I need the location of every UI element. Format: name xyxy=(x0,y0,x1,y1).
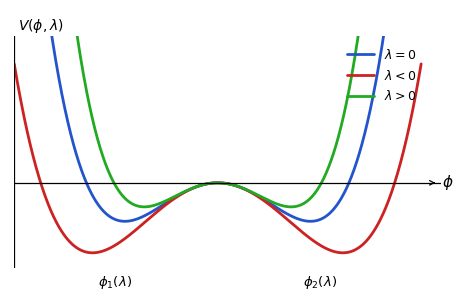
$\lambda > 0$ xyxy=(210,181,215,185)
$\lambda < 0$ xyxy=(418,62,424,66)
Text: $\phi_1(\lambda)$: $\phi_1(\lambda)$ xyxy=(98,274,132,291)
$\lambda = 0$ xyxy=(199,183,204,187)
$\lambda < 0$ xyxy=(199,183,204,187)
$\lambda > 0$ xyxy=(332,147,337,151)
Legend: $\lambda = 0$, $\lambda < 0$, $\lambda > 0$: $\lambda = 0$, $\lambda < 0$, $\lambda >… xyxy=(342,43,422,109)
$\lambda < 0$ xyxy=(407,123,412,127)
$\lambda < 0$ xyxy=(11,62,17,66)
$\lambda < 0$ xyxy=(32,161,38,165)
$\lambda = 0$ xyxy=(122,219,128,223)
Line: $\lambda > 0$: $\lambda > 0$ xyxy=(14,0,421,207)
$\lambda < 0$ xyxy=(407,124,412,128)
$\lambda > 0$ xyxy=(199,183,204,187)
$\lambda > 0$ xyxy=(141,205,147,209)
$\lambda < 0$ xyxy=(210,181,215,185)
$\lambda = 0$ xyxy=(210,181,215,185)
Text: $V(\phi, \lambda)$: $V(\phi, \lambda)$ xyxy=(18,17,64,35)
Line: $\lambda = 0$: $\lambda = 0$ xyxy=(14,0,421,221)
Line: $\lambda < 0$: $\lambda < 0$ xyxy=(14,64,421,253)
$\lambda = 0$ xyxy=(332,206,337,209)
$\lambda < 0$ xyxy=(332,250,337,254)
$\lambda < 0$ xyxy=(90,251,95,255)
Text: $\phi$: $\phi$ xyxy=(442,173,454,192)
Text: $\phi_2(\lambda)$: $\phi_2(\lambda)$ xyxy=(303,274,337,291)
